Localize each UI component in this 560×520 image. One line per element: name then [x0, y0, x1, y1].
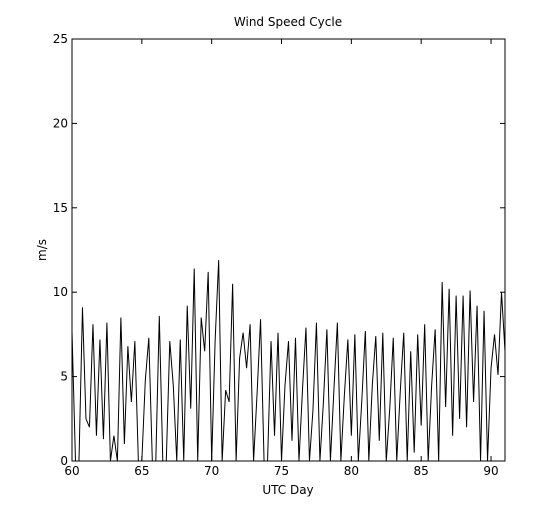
- y-tick-label: 20: [53, 116, 68, 130]
- x-tick-label: 60: [64, 464, 79, 478]
- x-axis-label: UTC Day: [262, 483, 313, 497]
- plot-box: [71, 38, 506, 462]
- y-tick-label: 15: [53, 201, 68, 215]
- x-tick-label: 90: [483, 464, 498, 478]
- series-line: [71, 260, 506, 462]
- y-tick-label: 5: [60, 370, 68, 384]
- chart-title: Wind Speed Cycle: [234, 15, 342, 29]
- y-tick-label: 25: [53, 32, 68, 46]
- y-tick-label: 10: [53, 285, 68, 299]
- x-tick-label: 75: [274, 464, 289, 478]
- y-axis-label: m/s: [35, 239, 49, 261]
- x-tick-label: 80: [344, 464, 359, 478]
- x-tick-label: 65: [134, 464, 149, 478]
- x-tick-label: 85: [414, 464, 429, 478]
- x-tick-label: 70: [204, 464, 219, 478]
- y-tick-label: 0: [60, 454, 68, 468]
